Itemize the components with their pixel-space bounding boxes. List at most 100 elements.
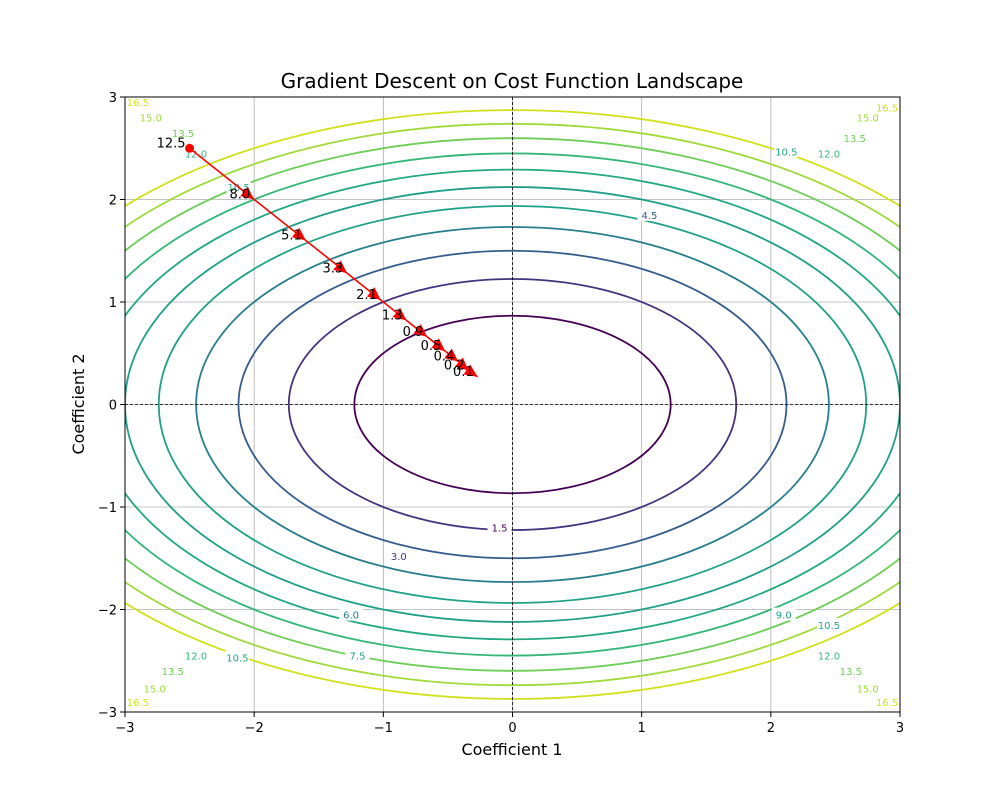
contour-label-text: 3.0 [391, 552, 407, 563]
contour-label-text: 15.0 [140, 114, 162, 125]
descent-path: 12.5 8.0 5.1 3.3 2.1 1.30.90.50.40.20.1 [157, 136, 479, 380]
descent-arrowhead [413, 324, 428, 337]
contour-label-background [339, 607, 364, 621]
descent-cost-label: 0.1 [453, 365, 474, 380]
contour-label: 15.0 [138, 110, 163, 125]
contour-label-background [487, 520, 512, 534]
contour-label-text: 15.0 [857, 684, 879, 695]
descent-arrowhead [240, 186, 255, 200]
y-tick-label: 3 [109, 91, 117, 106]
contour-label-background [171, 125, 196, 139]
contour-labels: 1.53.04.56.07.59.010.510.510.510.512.0 12… [125, 95, 900, 709]
descent-arrowhead [291, 227, 306, 241]
contour-label: 9.0 [771, 607, 796, 622]
contour-label: 12.0 [816, 146, 841, 160]
contour-label: 13.5 [171, 125, 196, 140]
x-tick-label: −3 [115, 721, 134, 736]
contour-label-background [855, 110, 880, 124]
descent-start-point [185, 143, 195, 153]
contour-label-text: 12.0 [818, 149, 840, 160]
contour-label-background [771, 607, 796, 621]
contour-label-text: 13.5 [172, 129, 194, 140]
contour-label: 10.5 [816, 617, 841, 632]
contour-label-text: 10.5 [228, 183, 250, 194]
x-tick-label: 0 [508, 721, 516, 736]
contour-label-text: 9.0 [776, 611, 792, 622]
contour-label-background [142, 681, 167, 695]
descent-cost-label: 5.1 [281, 229, 302, 244]
descent-arrowhead [463, 364, 478, 377]
contour-label-background [875, 694, 900, 708]
contour-label: 15.0 [142, 681, 167, 695]
contour-label-text: 16.5 [876, 698, 898, 709]
contour-label-background [774, 144, 799, 158]
descent-cost-label: 1.3 [382, 308, 403, 323]
contour-label: 10.5 [774, 144, 799, 158]
contour-label: 15.0 [855, 681, 880, 695]
contour-label: 1.5 [487, 520, 512, 535]
y-tick-label: −2 [98, 604, 117, 619]
contour-label-background [184, 648, 209, 662]
contour-label: 6.0 [339, 607, 364, 622]
y-axis-label: Coefficient 2 [69, 353, 88, 454]
descent-cost-label: 8.0 [229, 188, 250, 203]
x-tick-label: 1 [638, 721, 646, 736]
descent-arrowhead [431, 338, 446, 352]
contour-label-background [125, 95, 150, 109]
contour-label-text: 10.5 [226, 654, 248, 665]
contour-label-background [875, 100, 900, 114]
zero-reference-lines [125, 97, 900, 712]
descent-arrowhead [392, 307, 407, 321]
contour-label-background [816, 648, 841, 662]
chart-title: Gradient Descent on Cost Function Landsc… [281, 69, 744, 93]
x-tick-label: 2 [767, 721, 775, 736]
contour-label: 16.5 [125, 95, 150, 109]
contour-label: 13.5 [160, 664, 185, 678]
contour-label-text: 15.0 [144, 684, 166, 695]
descent-segment [189, 147, 255, 201]
contour-label-text: 13.5 [840, 667, 862, 678]
contour-label-background [225, 650, 250, 664]
contour-label-text: 12.0 [185, 149, 207, 160]
contour-label-background [855, 681, 880, 695]
contour-label-background [138, 110, 163, 124]
contour-label: 3.0 [386, 549, 411, 563]
contour-label: 16.5 [875, 694, 900, 709]
contour-label-background [160, 664, 185, 677]
contour-label-text: 13.5 [162, 667, 184, 678]
contour-label-background [816, 617, 841, 631]
descent-arrowhead [454, 357, 469, 371]
contour-label-background [838, 664, 863, 677]
contour-label: 4.5 [637, 207, 662, 222]
y-tick-label: −1 [98, 501, 117, 516]
descent-cost-label: 12.5 [157, 136, 186, 151]
descent-cost-label: 0.4 [434, 349, 455, 364]
contour-label-text: 10.5 [775, 147, 797, 158]
descent-cost-label: 0.5 [421, 339, 442, 354]
contour-label-text: 16.5 [127, 698, 149, 709]
contour-label-text: 7.5 [350, 652, 366, 663]
descent-cost-label: 0.2 [444, 359, 465, 374]
contour-label-text: 10.5 [818, 621, 840, 632]
contour-label-text: 6.0 [343, 611, 359, 622]
descent-arrowhead [444, 348, 459, 362]
x-axis-label: Coefficient 1 [461, 740, 562, 759]
y-tick-label: −3 [98, 706, 117, 721]
y-tick-label: 2 [109, 194, 117, 209]
contour-label-background [386, 549, 411, 563]
contour-label-text: 15.0 [857, 114, 879, 125]
contour-label-background [816, 146, 841, 160]
contour-label-text: 1.5 [492, 524, 508, 535]
descent-cost-label: 0.9 [403, 325, 424, 340]
x-tick-label: −1 [374, 721, 393, 736]
contour-label: 13.5 [842, 131, 867, 145]
contour-label: 15.0 [855, 110, 880, 125]
descent-cost-label: 2.1 [356, 288, 377, 303]
contour-label-background [842, 131, 867, 144]
contour-label: 7.5 [345, 648, 370, 663]
x-tick-label: −2 [245, 721, 264, 736]
y-tick-label: 0 [109, 399, 117, 414]
contour-label-text: 12.0 [818, 652, 840, 663]
contour-label-background [637, 207, 662, 221]
